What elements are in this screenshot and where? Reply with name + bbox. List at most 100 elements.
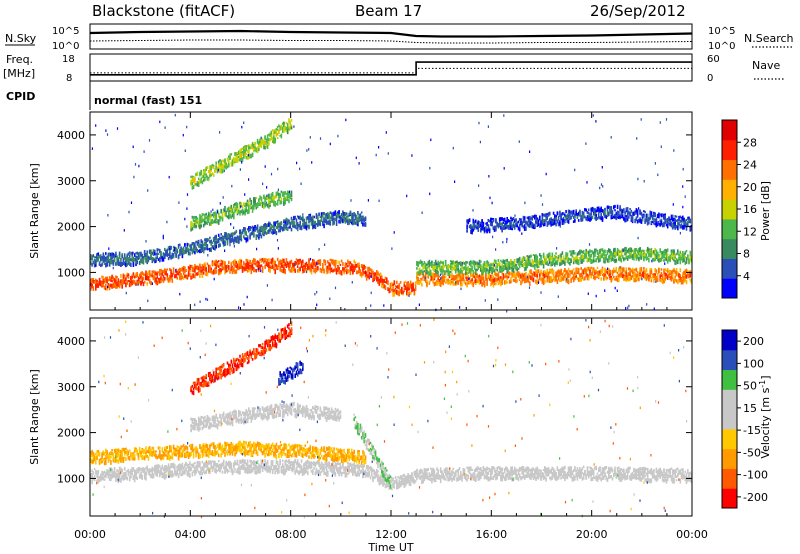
echo-cell — [317, 215, 319, 220]
echo-cell — [181, 254, 184, 259]
echo-cell — [559, 220, 561, 225]
echo-cell — [111, 283, 113, 289]
echo-cell — [675, 258, 678, 261]
echo-cell — [105, 262, 107, 268]
echo-cell — [595, 271, 597, 275]
echo-cell — [507, 225, 510, 230]
echo-cell — [488, 269, 491, 273]
echo-cell — [217, 212, 220, 218]
echo-cell — [680, 253, 683, 258]
echo-cell — [496, 278, 498, 281]
echo-cell — [266, 204, 269, 208]
echo-cell — [172, 245, 175, 249]
echo-cell — [125, 262, 127, 268]
echo-cell — [243, 146, 245, 149]
echo-cell — [496, 273, 498, 277]
echo-cell — [328, 216, 330, 220]
echo-cell — [181, 275, 184, 280]
echo-cell — [317, 266, 319, 271]
echo-cell — [318, 212, 320, 216]
echo-cell — [671, 249, 674, 253]
echo-cell — [417, 262, 419, 268]
echo-cell — [288, 262, 290, 268]
echo-cell — [537, 269, 540, 274]
frequency-lines — [90, 61, 692, 76]
echo-cell — [646, 246, 649, 251]
echo-cell — [328, 262, 330, 267]
echo-cell — [96, 257, 98, 262]
echo-cell — [541, 280, 544, 284]
echo-cell — [679, 276, 682, 282]
echo-cell — [552, 275, 555, 280]
echo-cell — [653, 252, 655, 256]
echo-cell — [644, 252, 646, 256]
echo-cell — [221, 168, 224, 174]
echo-cell — [427, 265, 429, 268]
echo-cell — [261, 268, 264, 274]
echo-cell — [466, 266, 468, 272]
echo-cell — [654, 273, 656, 276]
echo-cell — [349, 211, 352, 214]
echo-cell — [244, 263, 246, 268]
echo-cell — [582, 250, 585, 255]
echo-cell — [264, 146, 266, 150]
echo-cell — [217, 270, 220, 276]
echo-cell — [461, 270, 463, 274]
echo-cell — [525, 220, 527, 225]
echo-cell — [161, 258, 164, 261]
echo-cell — [108, 261, 111, 267]
echo-cell — [231, 163, 234, 167]
echo-cell — [345, 212, 348, 216]
echo-cell — [310, 262, 313, 265]
echo-cell — [136, 272, 138, 276]
echo-cell — [413, 290, 416, 296]
echo-cell — [525, 279, 527, 283]
echo-cell — [497, 225, 500, 229]
echo-cell — [649, 254, 651, 257]
echo-cell — [190, 247, 192, 251]
echo-cell — [137, 254, 140, 260]
echo-cell — [483, 280, 486, 286]
echo-cell — [348, 270, 350, 273]
echo-cell — [547, 256, 550, 261]
echo-cell — [244, 205, 246, 208]
echo-cell — [535, 219, 537, 222]
echo-cell — [417, 276, 419, 282]
echo-cell — [318, 260, 320, 263]
echo-cell — [441, 276, 443, 279]
echo-cell — [251, 146, 254, 150]
echo-cell — [201, 268, 204, 272]
echo-cell — [562, 259, 565, 265]
echo-cell — [527, 255, 530, 261]
echo-cell — [557, 255, 560, 260]
echo-cell — [457, 261, 460, 265]
echo-cell — [618, 273, 620, 278]
echo-cell — [536, 280, 539, 285]
echo-cell — [280, 221, 283, 225]
echo-cell — [256, 261, 259, 265]
echo-cell — [552, 211, 555, 215]
echo-cell — [202, 263, 205, 269]
echo-cell — [629, 276, 631, 280]
echo-cell — [209, 269, 211, 273]
echo-cell — [135, 255, 137, 261]
echo-cell — [590, 250, 592, 253]
echo-cell — [567, 257, 570, 262]
echo-cell — [547, 255, 550, 259]
echo-cell — [556, 279, 559, 284]
echo-cell — [491, 267, 493, 271]
echo-cell — [299, 225, 301, 229]
echo-cell — [280, 133, 283, 139]
echo-cell — [332, 221, 334, 226]
echo-cell — [566, 258, 569, 263]
echo-cell — [510, 259, 512, 264]
echo-cell — [594, 211, 596, 217]
echo-cell — [584, 208, 586, 211]
echo-cell — [633, 256, 635, 261]
echo-cell — [140, 281, 142, 286]
echo-cell — [584, 267, 586, 272]
echo-cell — [560, 257, 562, 262]
echo-cell — [604, 213, 606, 218]
echo-cell — [296, 265, 299, 269]
